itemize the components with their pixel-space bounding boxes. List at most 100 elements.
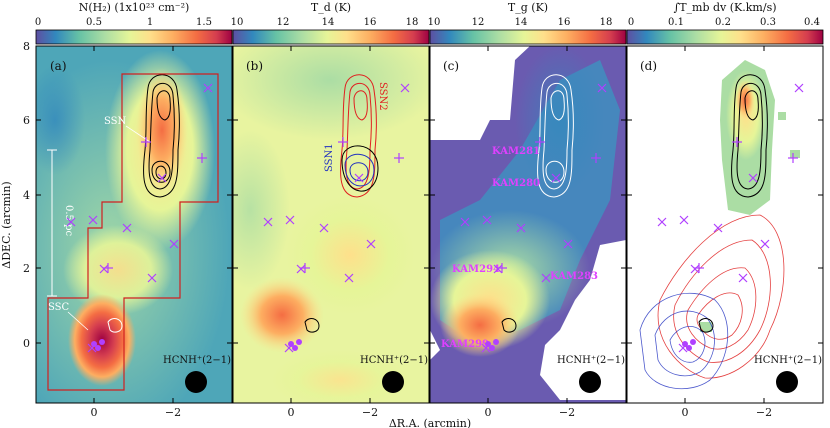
cross-marker [66, 217, 76, 227]
x-tick-label: 0 [288, 406, 295, 419]
cb-tick: 18 [600, 17, 613, 28]
cross-marker [296, 264, 306, 274]
x-axis-title: ΔR.A. (arcmin) [389, 417, 471, 428]
panel-label-a: (a) [50, 59, 67, 73]
contours-d-red [657, 214, 785, 379]
label-ssn1: SSN1 [324, 143, 335, 172]
beam-disk-c [579, 371, 601, 393]
frame-b [232, 45, 430, 404]
source-dot [489, 345, 495, 351]
scalebar [47, 149, 57, 297]
panel-b [233, 46, 429, 403]
colorbar-d [626, 29, 824, 45]
cross-marker [493, 264, 503, 274]
cross-marker [563, 239, 573, 249]
heatmap-c-warm [440, 293, 520, 357]
cross-marker [541, 273, 551, 283]
cross-marker [713, 223, 723, 233]
colorbar-b [232, 29, 430, 45]
pointer-ssc [67, 311, 89, 331]
source-dot [493, 339, 499, 345]
heatmap-b-left [233, 130, 290, 290]
x-tick-label: 0 [485, 406, 492, 419]
colorbar-ticks-d: 0 0.1 0.2 0.3 0.4 [628, 17, 820, 28]
heatmap-d-patch [778, 112, 786, 120]
beam-disk-b [382, 371, 404, 393]
cb-tick: 18 [406, 17, 419, 28]
beam-disk-d [776, 371, 798, 393]
frame-a [35, 45, 233, 404]
panel-frames [35, 45, 824, 404]
contours-d-blue [639, 292, 729, 390]
contours-d-black [731, 74, 768, 198]
label-kam283: KAM283 [550, 271, 598, 282]
cross-marker [679, 215, 689, 225]
cross-marker [99, 264, 109, 274]
beam-label-a: HCNH⁺(2−1) [163, 355, 231, 366]
cross-marker [157, 173, 167, 183]
cross-marker [354, 173, 364, 183]
cross-marker [551, 173, 561, 183]
heatmap-c-cool [515, 46, 605, 195]
cb-tick: 1.5 [196, 17, 212, 28]
label-kam281: KAM281 [492, 146, 540, 157]
cb-tick: 16 [558, 17, 571, 28]
y-tick-labels: 0 2 4 6 8 [23, 40, 30, 350]
label-ssn: SSN [104, 116, 127, 127]
title-a: N(H₂) (1x10²³ cm⁻²) [79, 1, 190, 14]
beam-label-c: HCNH⁺(2−1) [557, 355, 625, 366]
cb-tick: 1 [147, 17, 153, 28]
cross-marker [88, 215, 98, 225]
cb-tick: 10 [428, 17, 441, 28]
heatmap-b-yel [285, 195, 415, 315]
panel-d [627, 46, 823, 403]
contours-b [340, 74, 379, 198]
x-tick-label: −2 [362, 406, 378, 419]
panel-label-b: (b) [246, 59, 263, 73]
cross-marker [400, 83, 410, 93]
label-ssn2: SSN2 [377, 82, 388, 111]
panel-label-c: (c) [443, 59, 459, 73]
cb-tick: 14 [322, 17, 335, 28]
region-outline [47, 73, 219, 391]
source-dot [485, 341, 491, 347]
x-tick-label: −2 [756, 406, 772, 419]
cross-marker [344, 273, 354, 283]
cross-marker [122, 223, 132, 233]
title-d: ∫T_mb dv (K.km/s) [673, 1, 776, 14]
cross-marker [263, 217, 273, 227]
title-b: T_d (K) [311, 1, 351, 14]
cb-tick: 0.5 [86, 17, 102, 28]
scalebar-label: 0.5 pc [63, 205, 74, 236]
cb-tick: 14 [515, 17, 528, 28]
contours-c [537, 74, 574, 198]
source-dot [686, 345, 692, 351]
source-dot [296, 339, 302, 345]
heatmap-d-patch [700, 322, 712, 332]
beam-disk-a [185, 371, 207, 393]
beam-label-b: HCNH⁺(2−1) [360, 355, 428, 366]
cb-tick: 10 [231, 17, 244, 28]
label-kam299: KAM299 [441, 339, 489, 350]
cross-marker [738, 273, 748, 283]
cross-marker [460, 217, 470, 227]
x-tick-labels: 0 −2 0 −2 0 −2 0 −2 [91, 406, 773, 419]
cross-marker [203, 83, 213, 93]
cross-marker [147, 273, 157, 283]
cb-tick: 0.1 [668, 17, 684, 28]
cb-tick: 0 [35, 17, 41, 28]
heatmap-b-band [233, 46, 429, 140]
ssc-contour-b [304, 318, 320, 333]
cross-marker [516, 223, 526, 233]
label-ssc: SSC [48, 302, 70, 313]
cb-tick: 0.2 [715, 17, 731, 28]
cross-marker [319, 223, 329, 233]
label-kam280: KAM280 [492, 178, 540, 189]
cb-tick: 12 [472, 17, 485, 28]
cross-marker [482, 215, 492, 225]
colorbar-ticks-a: 0 0.5 1 1.5 [35, 17, 212, 28]
source-dot [95, 345, 101, 351]
x-tick-label: 0 [91, 406, 98, 419]
colorbar-ticks-b: 10 12 14 16 18 [231, 17, 419, 28]
